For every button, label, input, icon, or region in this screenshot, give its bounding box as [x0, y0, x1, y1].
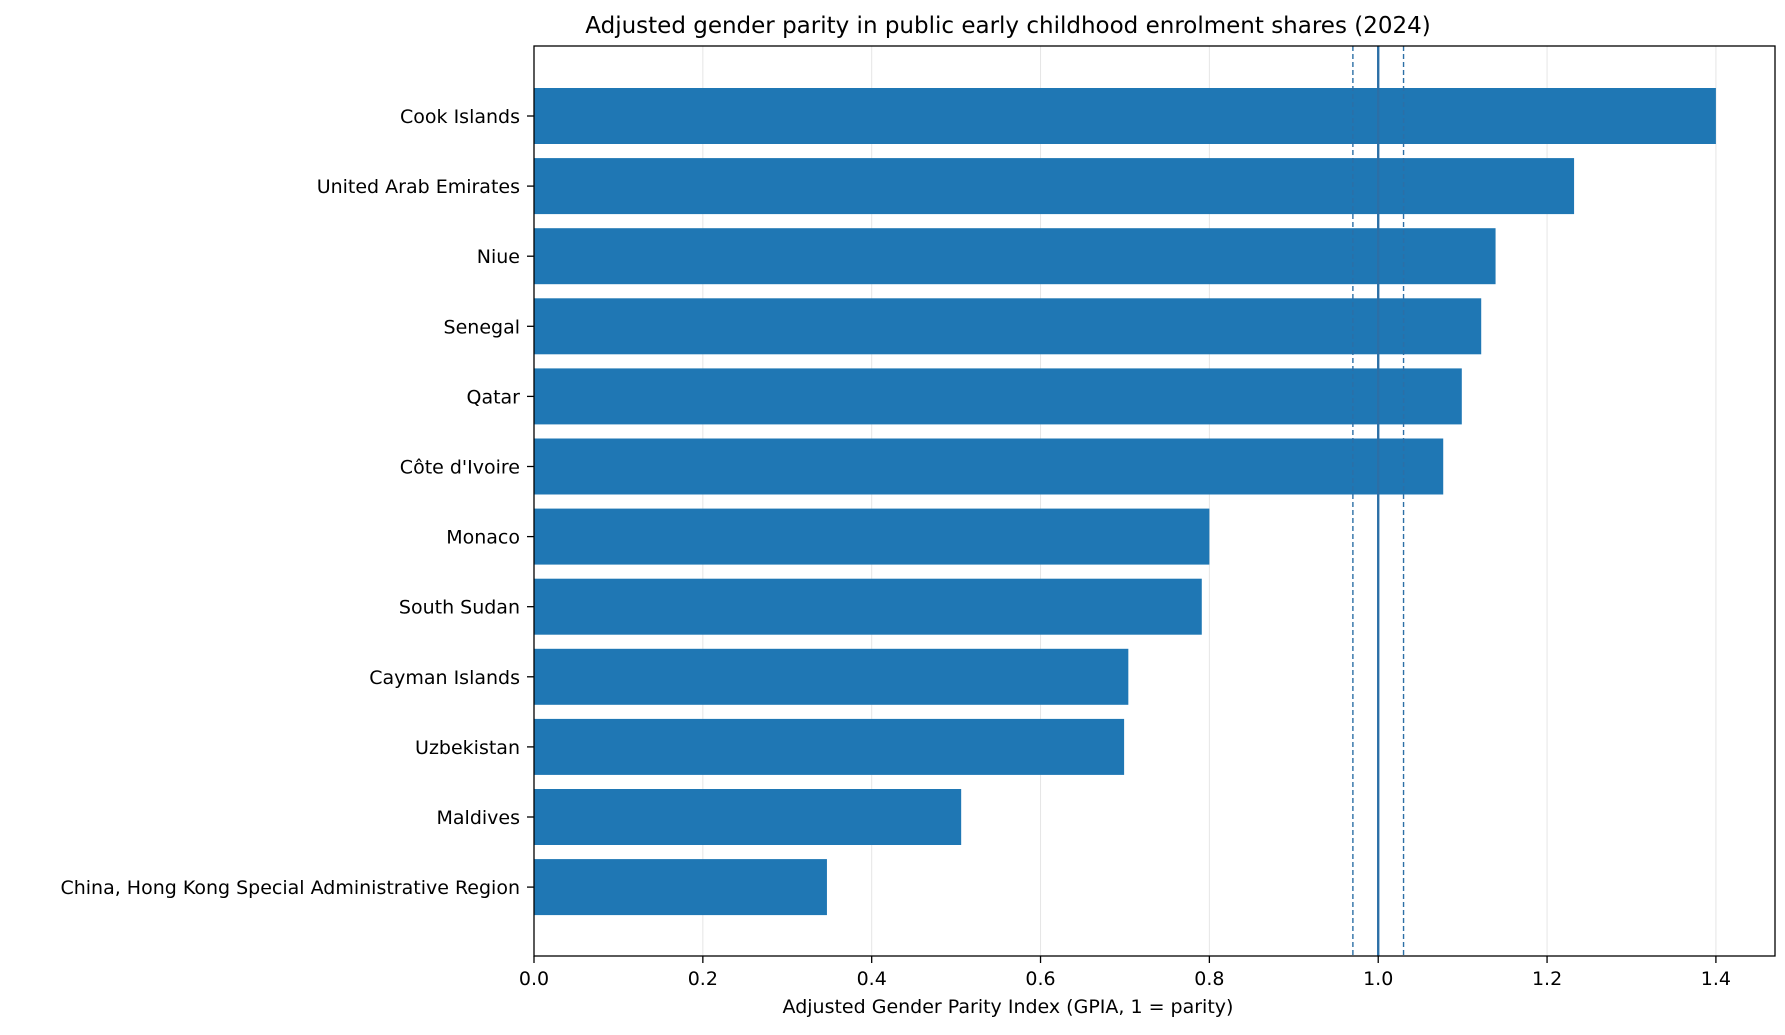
category-label: Maldives	[437, 807, 521, 829]
y-axis-ticks: Cook Islands United Arab Emirates Niue Sene…	[60, 106, 534, 899]
bar	[534, 438, 1444, 495]
bar	[534, 508, 1210, 565]
x-tick-label: 0.6	[1025, 968, 1055, 990]
reference-lines	[1352, 46, 1405, 956]
plot-frame	[533, 45, 1776, 957]
category-label: Cayman Islands	[369, 667, 520, 689]
category-label: United Arab Emirates	[317, 176, 520, 198]
bar	[534, 789, 962, 845]
bar	[534, 368, 1462, 425]
bars	[534, 88, 1716, 916]
x-tick-label: 0.8	[1194, 968, 1224, 990]
x-axis-ticks: 0.0 0.2 0.4 0.6 0.8 1.0 1.2 1.4	[519, 956, 1731, 990]
category-label: China, Hong Kong Special Administrative …	[60, 877, 520, 899]
category-label: Uzbekistan	[415, 737, 520, 759]
category-label: Cook Islands	[400, 106, 520, 128]
category-label: South Sudan	[399, 597, 520, 619]
x-tick-label: 1.0	[1363, 968, 1393, 990]
category-label: Qatar	[466, 386, 520, 408]
x-tick-label: 0.4	[857, 968, 887, 990]
bar	[534, 158, 1575, 215]
chart-title: Adjusted gender parity in public early c…	[585, 13, 1430, 39]
bar	[534, 228, 1496, 285]
x-tick-label: 1.2	[1532, 968, 1562, 990]
bar	[534, 88, 1716, 144]
x-tick-label: 1.4	[1701, 968, 1731, 990]
category-label: Senegal	[444, 316, 520, 338]
category-label: Niue	[477, 246, 520, 268]
bar	[534, 298, 1482, 355]
category-label: Monaco	[446, 527, 520, 549]
bar	[534, 578, 1202, 635]
category-label: Côte d'Ivoire	[400, 457, 520, 479]
x-axis-label: Adjusted Gender Parity Index (GPIA, 1 = …	[783, 996, 1234, 1018]
bar	[534, 648, 1129, 705]
x-tick-label: 0.2	[688, 968, 718, 990]
bar	[534, 718, 1125, 775]
bar	[534, 859, 827, 916]
x-tick-label: 0.0	[519, 968, 549, 990]
